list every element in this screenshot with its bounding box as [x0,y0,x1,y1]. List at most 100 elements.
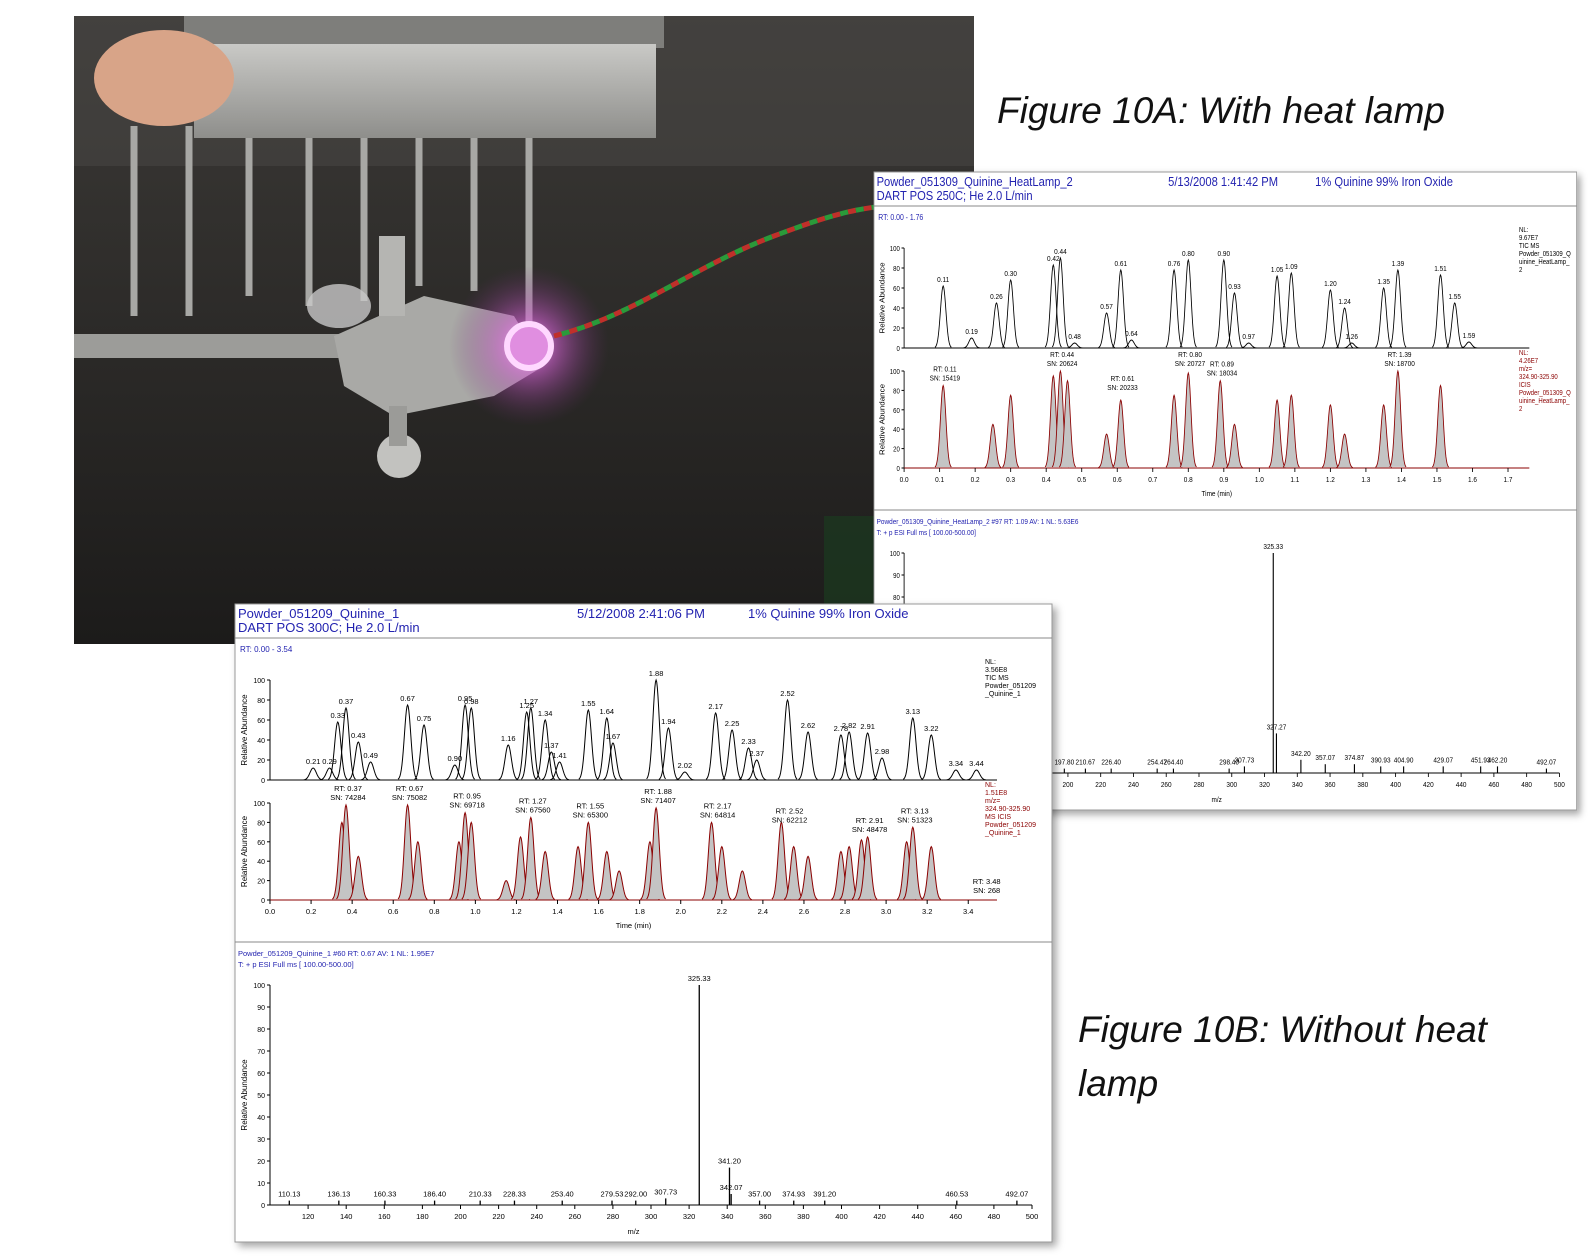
x-tick-label: 1.7 [1504,477,1513,485]
x-tick-label: 320 [683,1212,696,1221]
peak [549,761,570,781]
peak-label: 1.35 [1377,279,1390,287]
peak [516,710,537,780]
y-tick-label: 0 [261,1203,265,1210]
peak-annotation: SN: 67560 [515,806,550,815]
peak-label: 2.91 [860,722,875,731]
x-axis-label: Time (min) [1201,491,1232,499]
peak [934,284,952,348]
peak [798,855,818,900]
peak [963,337,980,349]
x-tick-label: 1.6 [1468,477,1477,485]
x-tick-label: 2.0 [676,907,686,916]
y-tick-label: 20 [257,879,265,886]
nl-text: 4.26E7 [1519,358,1538,366]
peak-label: 0.48 [1068,334,1081,342]
peak-annotation: RT: 2.17 [704,801,732,810]
peak [1098,312,1115,349]
peak-annotation: RT: 3.13 [901,806,929,815]
peak-label: 292.00 [624,1190,647,1199]
nl-text: _Quinine_1 [984,830,1021,837]
x-tick-label: 2.8 [840,907,850,916]
peak [1343,342,1360,349]
y-tick-label: 70 [257,1049,265,1056]
peak [675,771,695,781]
peak-label: 1.51 [1434,266,1447,274]
peak [1059,379,1076,468]
peak-annotation: RT: 0.80 [1178,352,1202,360]
peak-label: 197.80 [1054,759,1074,767]
y-axis-label: Relative Abundance [240,694,249,766]
peak [1460,341,1478,349]
peak [798,731,818,780]
y-tick-label: 10 [257,1181,265,1188]
peak-annotation: SN: 20624 [1047,361,1078,369]
peak [777,698,798,780]
peak [1336,307,1353,348]
peak-label: 0.43 [351,731,366,740]
header-text: DART POS 250C; He 2.0 L/min [877,188,1033,203]
x-tick-label: 1.2 [511,907,521,916]
peak-label: 1.34 [538,709,553,718]
peak [1051,256,1069,348]
x-tick-label: 400 [835,1212,848,1221]
x-tick-label: 280 [607,1212,620,1221]
peak [535,718,555,780]
peak-label: 2.78 [834,724,849,733]
peak-annotation: RT: 0.89 [1210,361,1234,369]
nl-text: m/z= [985,798,1000,805]
x-tick-label: 420 [1423,782,1434,790]
x-tick-label: 0.7 [1148,477,1157,485]
peak-label: 0.64 [1125,331,1138,339]
rt-range: RT: 0.00 - 3.54 [240,645,293,654]
x-tick-label: 0.0 [265,907,275,916]
header-text: 5/13/2008 1:41:42 PM [1168,174,1278,189]
x-tick-label: 440 [1456,782,1467,790]
y-tick-label: 100 [890,369,900,377]
peak [361,761,381,781]
y-axis-label: Relative Abundance [878,384,886,455]
nl-text: 2 [1519,267,1523,275]
nl-text: Powder_051309_Q [1519,251,1571,259]
y-tick-label: 30 [257,1137,265,1144]
y-tick-label: 40 [893,427,900,435]
wire [553,203,975,339]
knob [377,434,421,478]
x-tick-label: 0.2 [971,477,980,485]
y-tick-label: 60 [257,840,265,847]
x-tick-label: 460 [950,1212,963,1221]
x-tick-label: 0.5 [1077,477,1086,485]
nl-text: _Quinine_1 [984,691,1021,698]
peak-annotation: RT: 3.48 [973,877,1001,886]
peak-label: 0.98 [464,697,479,706]
x-tick-label: 3.2 [922,907,932,916]
peak-label: 1.59 [1463,333,1476,341]
nl-text: ICIS [1519,382,1531,390]
peak-label: 210.67 [1076,759,1096,767]
peak-annotation: SN: 20233 [1107,385,1138,393]
peak-label: 357.07 [1315,755,1335,763]
x-tick-label: 460 [1489,782,1500,790]
peak [609,870,629,901]
y-tick-label: 80 [257,820,265,827]
emitter [504,321,554,371]
peak [578,821,599,900]
x-tick-label: 400 [1390,782,1401,790]
peak [1215,258,1233,348]
peak-label: 342.20 [1291,750,1311,758]
peak-label: 0.57 [1100,304,1113,312]
x-tick-label: 340 [1292,782,1303,790]
peak-label: 253.40 [551,1190,574,1199]
peak [1321,403,1339,468]
x-tick-label: 1.0 [470,907,480,916]
y-tick-label: 60 [257,718,265,725]
peak-annotation: RT: 2.91 [856,816,884,825]
x-tick-label: 1.3 [1361,477,1370,485]
peak [1268,274,1286,348]
x-tick-label: 480 [988,1212,1001,1221]
peak [1321,288,1339,348]
peak [839,731,859,780]
y-axis-label: Relative Abundance [240,815,249,887]
peak-label: 1.67 [606,732,621,741]
